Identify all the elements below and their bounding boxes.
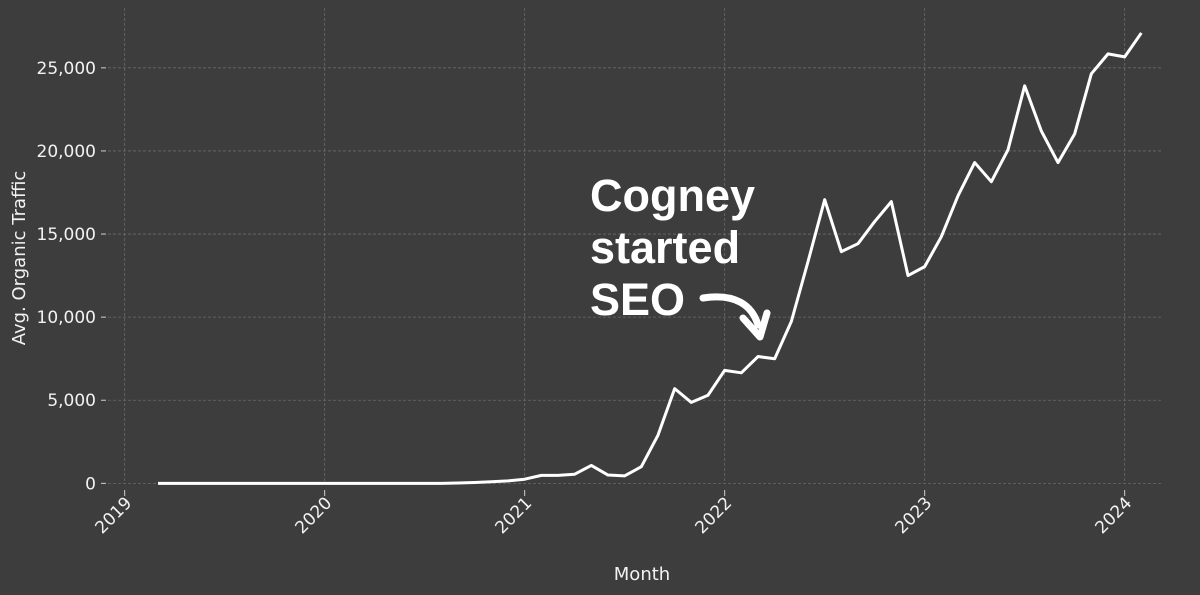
line [158, 32, 1143, 485]
x-axis-label: Month [614, 564, 670, 585]
y-tick-label: 10,000 [37, 308, 96, 328]
annotation-arrowhead [739, 309, 771, 341]
y-tick-label: 15,000 [37, 225, 96, 245]
y-tick-label: 0 [85, 474, 96, 494]
annotation: Cogney [590, 170, 755, 221]
y-tick-label: 20,000 [37, 142, 96, 162]
y-tick-label: 5,000 [47, 391, 96, 411]
annotation: SEO [590, 274, 685, 325]
annotation: started [590, 222, 740, 273]
y-axis-label: Avg. Organic Traffic [9, 171, 30, 346]
annotation-arrow [699, 293, 762, 329]
y-tick-label: 25,000 [37, 59, 96, 79]
